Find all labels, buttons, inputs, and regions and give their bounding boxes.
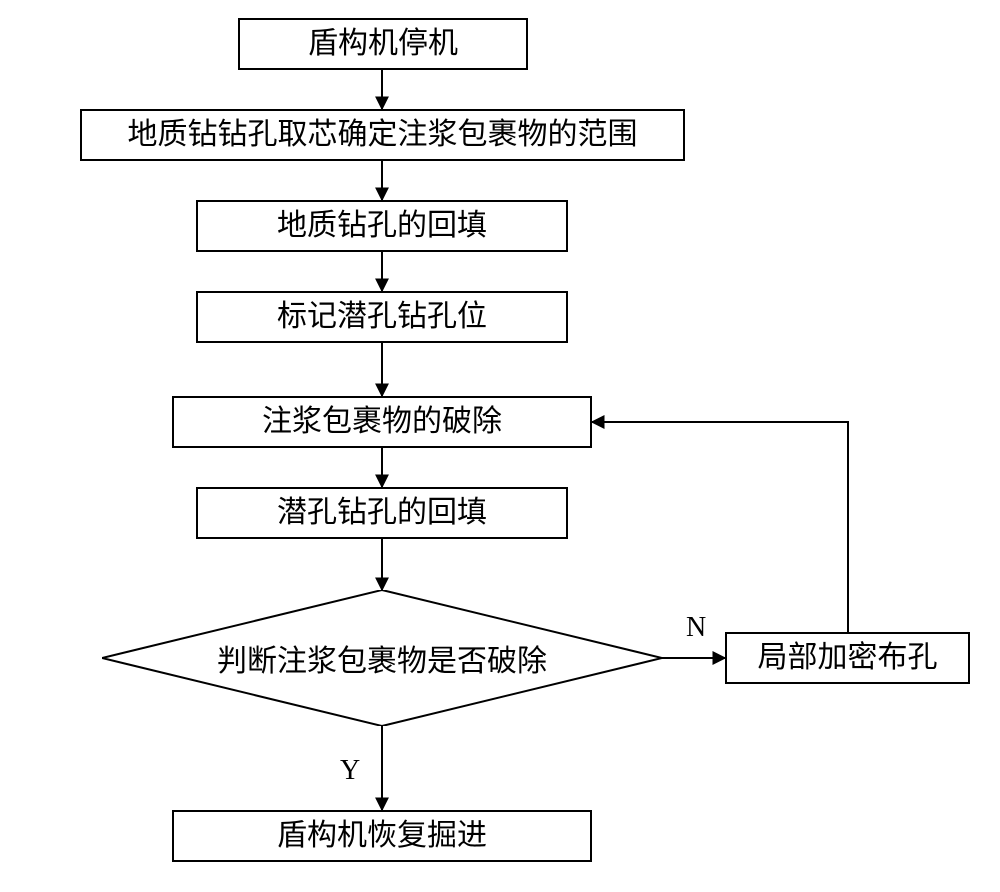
flow-node-n1: 盾构机停机	[238, 18, 528, 70]
flow-node-n7: 局部加密布孔	[725, 632, 970, 684]
flow-node-n5: 注浆包裹物的破除	[172, 396, 592, 448]
flow-node-n6: 潜孔钻孔的回填	[196, 487, 568, 539]
flowchart-canvas: 盾构机停机地质钻钻孔取芯确定注浆包裹物的范围地质钻孔的回填标记潜孔钻孔位注浆包裹…	[0, 0, 1000, 892]
flow-node-n3: 地质钻孔的回填	[196, 200, 568, 252]
edge-label: Y	[340, 755, 360, 787]
flow-decision-label: 判断注浆包裹物是否破除	[102, 590, 662, 726]
flow-node-n4: 标记潜孔钻孔位	[196, 291, 568, 343]
edge-label: N	[686, 612, 706, 644]
flow-node-n8: 盾构机恢复掘进	[172, 810, 592, 862]
flow-node-n2: 地质钻钻孔取芯确定注浆包裹物的范围	[80, 109, 685, 161]
flow-decision-d1: 判断注浆包裹物是否破除	[102, 590, 662, 726]
